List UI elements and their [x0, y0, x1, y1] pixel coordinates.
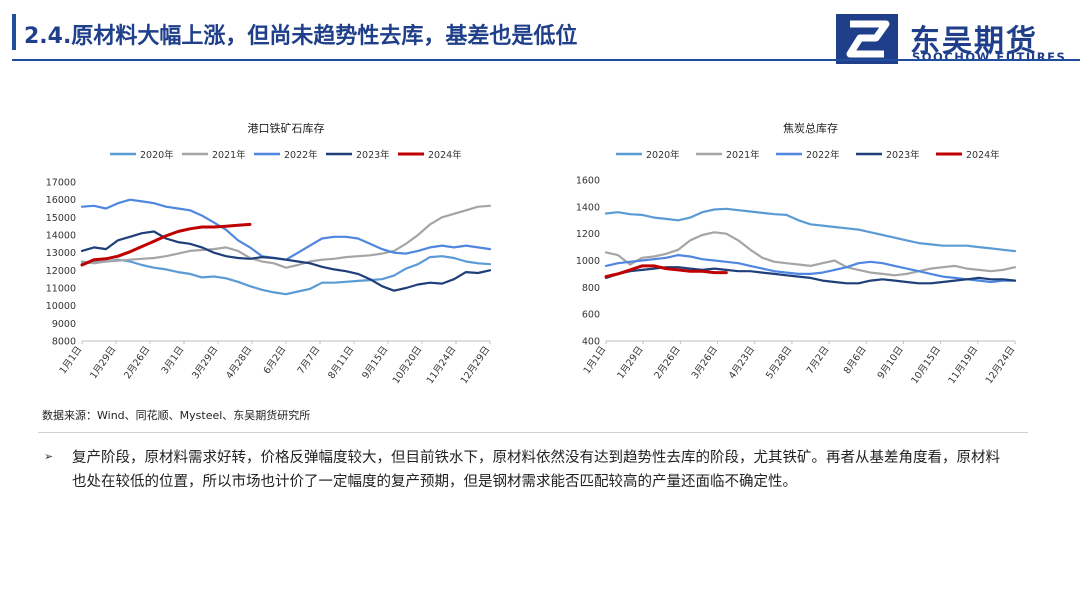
- y-tick-label: 400: [582, 337, 600, 348]
- iron-ore-inventory-chart: 港口铁矿石库存 2020年 2021年 2022年 2023年 2024年 17000 160…: [46, 121, 493, 386]
- y-tick-label: 1200: [576, 229, 600, 240]
- x-tick-label: 12月24日: [984, 344, 1018, 386]
- data-source-note: 数据来源：Wind、同花顺、Mysteel、东吴期货研究所: [42, 409, 311, 422]
- legend-label: 2024年: [428, 149, 462, 161]
- chart-title: 焦炭总库存: [783, 121, 838, 135]
- coke-inventory-chart: 焦炭总库存 2020年 2021年 2022年 2023年 2024年 1600 1400 12…: [576, 121, 1018, 386]
- y-tick-label: 11000: [46, 284, 76, 295]
- header-rule: [12, 59, 1080, 61]
- title-accent-bar: [12, 14, 16, 50]
- commentary-text: 复产阶段，原材料需求好转，价格反弹幅度较大，但目前铁水下，原材料依然没有达到趋势…: [72, 450, 1000, 490]
- y-tick-label: 1400: [576, 202, 600, 213]
- series-line-2024年: [604, 264, 728, 279]
- y-tick-label: 9000: [52, 319, 76, 330]
- series-line-2021年: [80, 204, 492, 269]
- legend-label: 2024年: [966, 149, 1000, 161]
- y-tick-label: 800: [582, 283, 600, 294]
- legend-label: 2022年: [284, 149, 318, 161]
- series-line-2022年: [80, 198, 492, 261]
- chart-title: 港口铁矿石库存: [248, 121, 325, 135]
- x-tick-label: 12月29日: [459, 344, 493, 386]
- x-tick-label: 11月19日: [946, 344, 980, 386]
- x-tick-label: 2月26日: [122, 344, 152, 381]
- x-tick-label: 4月28日: [224, 344, 254, 381]
- x-tick-label: 5月28日: [764, 344, 794, 381]
- series-line-2024年: [80, 222, 252, 267]
- legend-label: 2022年: [806, 149, 840, 161]
- y-tick-label: 13000: [46, 248, 76, 259]
- y-tick-label: 1000: [576, 256, 600, 267]
- logo-english-text: SOOCHOW FUTURES: [912, 50, 1067, 64]
- y-tick-label: 14000: [46, 231, 76, 242]
- x-tick-label: 9月15日: [360, 344, 390, 381]
- header-bar: 2.4.原材料大幅上涨，但尚未趋势性去库，基差也是低位 东吴期货 SOOCHOW…: [0, 8, 1080, 64]
- x-tick-label: 3月1日: [160, 344, 187, 376]
- series-line-2022年: [604, 254, 1017, 284]
- series-line-2020年: [80, 255, 492, 296]
- y-tick-label: 10000: [46, 301, 76, 312]
- section-divider: [38, 432, 1028, 433]
- x-tick-label: 10月20日: [391, 344, 425, 386]
- x-tick-label: 8月6日: [842, 344, 869, 376]
- legend-label: 2023年: [886, 149, 920, 161]
- x-tick-label: 9月10日: [876, 344, 906, 381]
- y-tick-label: 8000: [52, 337, 76, 348]
- x-tick-label: 7月2日: [805, 344, 832, 376]
- y-tick-label: 15000: [46, 213, 76, 224]
- logo-chinese-text: 东吴期货: [910, 24, 1038, 59]
- legend-label: 2020年: [140, 149, 174, 161]
- y-tick-label: 16000: [46, 195, 76, 206]
- y-tick-label: 1600: [576, 176, 600, 187]
- x-tick-label: 1月1日: [58, 344, 85, 376]
- x-tick-label: 11月24日: [425, 344, 459, 386]
- series-line-2023年: [80, 230, 492, 292]
- series-line-2021年: [604, 231, 1017, 277]
- legend-label: 2021年: [212, 149, 246, 161]
- x-tick-label: 10月15日: [909, 344, 943, 386]
- x-tick-label: 1月29日: [615, 344, 645, 381]
- y-tick-label: 12000: [46, 266, 76, 277]
- y-tick-label: 17000: [46, 178, 76, 189]
- x-tick-label: 1月29日: [88, 344, 118, 381]
- soochow-logo-icon: [836, 14, 898, 64]
- bullet-arrow-icon: ➢: [44, 450, 54, 463]
- x-tick-label: 1月1日: [582, 344, 609, 376]
- legend-label: 2023年: [356, 149, 390, 161]
- x-tick-label: 4月23日: [727, 344, 757, 381]
- y-tick-label: 600: [582, 310, 600, 321]
- x-tick-label: 3月26日: [690, 344, 720, 381]
- x-tick-label: 2月26日: [653, 344, 683, 381]
- legend-label: 2020年: [646, 149, 680, 161]
- x-tick-label: 7月7日: [296, 344, 323, 376]
- series-line-2023年: [604, 266, 1017, 285]
- x-tick-label: 3月29日: [190, 344, 220, 381]
- legend-label: 2021年: [726, 149, 760, 161]
- x-tick-label: 8月11日: [326, 344, 356, 381]
- x-tick-label: 6月2日: [262, 344, 289, 376]
- page-title: 2.4.原材料大幅上涨，但尚未趋势性去库，基差也是低位: [24, 24, 578, 49]
- series-line-2020年: [604, 207, 1017, 253]
